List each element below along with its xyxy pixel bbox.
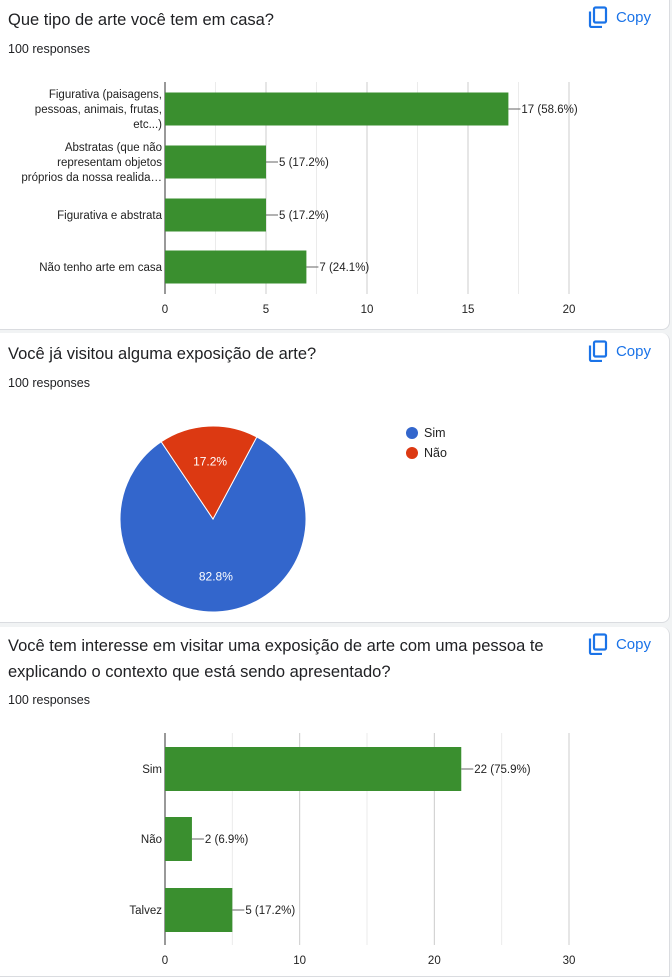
x-tick-label: 0 xyxy=(162,304,168,316)
bar xyxy=(165,817,192,861)
copy-button[interactable]: Copy xyxy=(588,6,651,28)
data-label: 22 (75.9%) xyxy=(474,764,530,776)
question-title-line-2: explicando o contexto que está sendo apr… xyxy=(8,663,391,681)
x-tick-label: 10 xyxy=(361,304,374,316)
x-tick-label: 15 xyxy=(462,304,475,316)
data-label: 5 (17.2%) xyxy=(279,210,329,222)
response-count: 100 responses xyxy=(8,693,91,707)
x-tick-label: 5 xyxy=(263,304,269,316)
pie-slice xyxy=(160,425,258,520)
copy-button[interactable]: Copy xyxy=(588,340,651,362)
category-label: Sim xyxy=(142,764,162,776)
copy-label: Copy xyxy=(615,8,651,26)
category-label: Abstratas (que não representam objetos pró… xyxy=(21,142,162,184)
category-label: Não xyxy=(141,834,162,846)
slice-label: 82.8% xyxy=(199,570,233,584)
copy-button[interactable]: Copy xyxy=(588,633,651,655)
category-label-line: próprios da nossa realida… xyxy=(21,172,162,184)
x-tick-label: 0 xyxy=(162,955,168,967)
legend-marker xyxy=(406,447,418,459)
slice-label: 17.2% xyxy=(193,454,227,468)
bar xyxy=(165,747,462,791)
copy-icon xyxy=(588,340,608,362)
response-count: 100 responses xyxy=(8,42,91,56)
question-card-1: Que tipo de arte você tem em casa? 100 r… xyxy=(0,0,670,330)
data-label: 7 (24.1%) xyxy=(319,262,369,274)
x-tick-label: 10 xyxy=(293,955,306,967)
pie-chart-visited-exhibition: 82.8% 17.2% Sim Não xyxy=(119,425,447,613)
copy-icon xyxy=(588,6,608,28)
category-label-line: Talvez xyxy=(129,905,162,917)
data-label: 5 (17.2%) xyxy=(279,157,329,169)
x-tick-label: 20 xyxy=(428,955,441,967)
category-label-line: Abstratas (que não xyxy=(65,142,162,154)
question-title: Você tem interesse em visitar uma exposi… xyxy=(8,633,568,685)
category-label: Figurativa e abstrata xyxy=(57,210,162,222)
category-label: Figurativa (paisagens, pessoas, animais, … xyxy=(35,89,162,131)
bar xyxy=(165,145,266,179)
bar-chart-guided-visit-interest: 0 10 20 30 22 (75.9%) Sim 2 (6.9%) Não 5 (17.2%)… xyxy=(129,733,576,967)
question-title: Você já visitou alguma exposição de arte… xyxy=(8,345,317,363)
category-label-line: etc...) xyxy=(133,119,162,131)
copy-label: Copy xyxy=(615,635,651,653)
x-tick-label: 30 xyxy=(563,955,576,967)
category-label-line: Não tenho arte em casa xyxy=(39,262,162,274)
question-title: Que tipo de arte você tem em casa? xyxy=(8,11,274,29)
category-label: Talvez xyxy=(129,905,162,917)
legend-label: Não xyxy=(424,446,447,460)
copy-icon xyxy=(588,633,608,655)
bar xyxy=(165,250,307,284)
bar xyxy=(165,198,266,232)
data-label: 5 (17.2%) xyxy=(245,905,295,917)
category-label-line: representam objetos xyxy=(57,157,162,169)
category-label-line: Figurativa e abstrata xyxy=(57,210,162,222)
question-title-line-1: Você tem interesse em visitar uma exposi… xyxy=(8,637,544,655)
question-card-2: Você já visitou alguma exposição de arte… xyxy=(0,333,670,623)
data-label: 2 (6.9%) xyxy=(205,834,249,846)
copy-label: Copy xyxy=(615,342,651,360)
response-count: 100 responses xyxy=(8,376,91,390)
pie-slice xyxy=(119,436,307,613)
category-label-line: Figurativa (paisagens, xyxy=(49,89,162,101)
bar-chart-art-at-home: 0 5 10 15 20 17 (58.6%) Figurativa (paisagens,… xyxy=(21,82,578,316)
legend-label: Sim xyxy=(424,426,446,440)
question-card-3: Você tem interesse em visitar uma exposi… xyxy=(0,627,670,977)
data-label: 17 (58.6%) xyxy=(521,104,577,116)
category-label-line: Sim xyxy=(142,764,162,776)
category-label-line: Não xyxy=(141,834,162,846)
category-label: Não tenho arte em casa xyxy=(39,262,162,274)
category-label-line: pessoas, animais, frutas, xyxy=(35,104,162,116)
x-tick-label: 20 xyxy=(563,304,576,316)
legend-marker xyxy=(406,427,418,439)
bar xyxy=(165,888,233,932)
bar xyxy=(165,92,509,126)
